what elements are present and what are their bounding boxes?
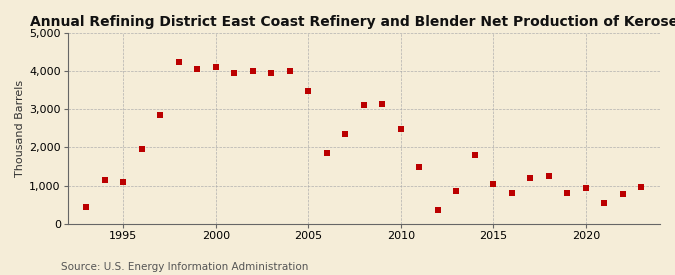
Point bbox=[136, 147, 147, 152]
Point bbox=[211, 65, 221, 70]
Point bbox=[377, 102, 387, 106]
Point bbox=[636, 185, 647, 189]
Point bbox=[488, 182, 499, 186]
Point bbox=[99, 178, 110, 182]
Point bbox=[118, 180, 129, 184]
Point bbox=[414, 164, 425, 169]
Point bbox=[340, 132, 351, 136]
Point bbox=[525, 176, 536, 180]
Text: Source: U.S. Energy Information Administration: Source: U.S. Energy Information Administ… bbox=[61, 262, 308, 272]
Point bbox=[248, 69, 259, 73]
Point bbox=[192, 67, 202, 72]
Point bbox=[580, 185, 591, 190]
Point bbox=[470, 153, 481, 157]
Point bbox=[303, 89, 314, 94]
Point bbox=[284, 69, 295, 73]
Point bbox=[433, 208, 443, 213]
Title: Annual Refining District East Coast Refinery and Blender Net Production of Keros: Annual Refining District East Coast Refi… bbox=[30, 15, 675, 29]
Point bbox=[321, 151, 332, 155]
Point bbox=[173, 59, 184, 64]
Point bbox=[396, 127, 406, 131]
Point bbox=[229, 71, 240, 75]
Point bbox=[506, 191, 517, 196]
Point bbox=[358, 103, 369, 108]
Y-axis label: Thousand Barrels: Thousand Barrels bbox=[15, 80, 25, 177]
Point bbox=[562, 191, 573, 196]
Point bbox=[81, 204, 92, 209]
Point bbox=[543, 174, 554, 178]
Point bbox=[266, 71, 277, 75]
Point bbox=[618, 192, 628, 196]
Point bbox=[599, 200, 610, 205]
Point bbox=[155, 113, 165, 117]
Point bbox=[451, 189, 462, 194]
